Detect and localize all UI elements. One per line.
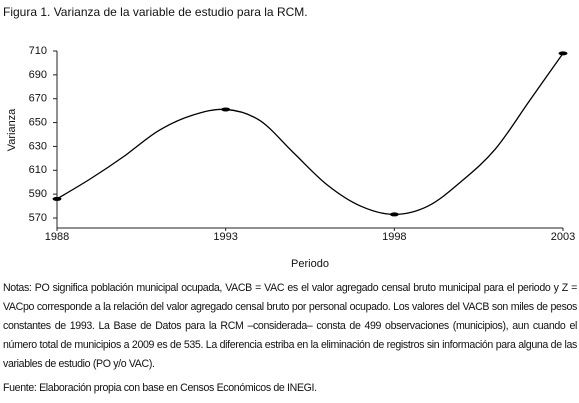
marker — [558, 51, 568, 56]
y-tick-label: 630 — [29, 140, 47, 152]
marker — [52, 196, 62, 201]
chart: Figura 1. Varianza de la variable de est… — [3, 5, 575, 270]
y-tick-label: 570 — [29, 212, 47, 224]
marker — [389, 212, 399, 217]
x-tick-label: 1988 — [45, 231, 69, 243]
y-tick-label: 590 — [29, 188, 47, 200]
source: Fuente: Elaboración propia con base en C… — [3, 382, 317, 394]
y-tick-label: 610 — [29, 164, 47, 176]
y-tick-label: 650 — [29, 116, 47, 128]
y-tick-label: 670 — [29, 93, 47, 105]
x-tick-label: 1993 — [213, 231, 237, 243]
y-tick-label: 710 — [29, 45, 47, 57]
line — [56, 53, 564, 216]
x-tick-label: 2003 — [551, 231, 575, 243]
y-axis-label: Varianza — [6, 108, 18, 151]
y-tick-label: 690 — [29, 69, 47, 81]
x-tick-label: 1998 — [382, 231, 406, 243]
marker — [221, 107, 231, 112]
x-axis-label: Periodo — [291, 258, 329, 270]
chart-title: Figura 1. Varianza de la variable de est… — [3, 5, 308, 19]
notes: Notas: PO significa población municipal … — [3, 282, 577, 370]
